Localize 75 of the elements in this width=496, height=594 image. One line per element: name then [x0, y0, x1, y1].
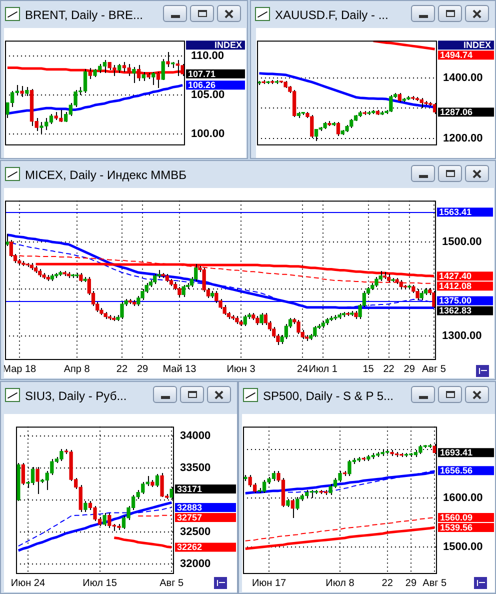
y-tick-label: 1200.00: [443, 132, 483, 144]
x-tick-label: Июл 8: [326, 578, 355, 589]
y-tick-label: 32000: [180, 558, 211, 570]
x-tick-label: 22: [383, 364, 395, 375]
candlestick: [88, 68, 92, 80]
candlestick: [152, 274, 157, 284]
x-tick-label: Июл 1: [308, 364, 338, 375]
text: 1693.41: [440, 448, 473, 458]
candlestick: [136, 64, 141, 82]
x-tick-label: 29: [405, 578, 417, 589]
text: 1362.83: [439, 306, 472, 316]
chart-title: SIU3, Daily - Руб...: [25, 389, 127, 403]
y-tick-label: 1400.00: [443, 72, 483, 84]
candlestick: [214, 290, 218, 304]
data-label: 1412.08: [439, 281, 472, 292]
x-tick-label: 24: [297, 364, 309, 375]
y-tick-label: 1500.00: [443, 540, 483, 553]
y-tick-label: 1600.00: [443, 492, 483, 504]
data-label: 32262: [177, 542, 202, 552]
candlestick: [378, 270, 382, 282]
x-tick-label: 22: [116, 364, 128, 375]
chart-title: BRENT, Daily - BRE...: [25, 8, 144, 22]
candlestick: [161, 58, 165, 80]
x-tick-label: 29: [136, 364, 149, 375]
text: INDEX: [214, 40, 242, 50]
y-tick-label: 105.00: [191, 88, 225, 101]
x-tick-label: Июл 15: [82, 578, 118, 589]
data-label: 1494.74: [440, 50, 473, 60]
candlestick: [260, 312, 264, 326]
data-label: 1539.56: [440, 522, 473, 533]
x-tick-label: Июн 17: [252, 578, 287, 589]
x-tick-label: Апр 8: [64, 364, 90, 375]
text: 107.71: [188, 68, 216, 79]
x-tick-label: Июн 3: [226, 364, 256, 375]
x-tick-label: Авг 5: [160, 578, 184, 589]
candlestick: [374, 276, 378, 288]
candlestick: [155, 474, 160, 488]
data-label: 1427.40: [439, 271, 472, 282]
ref-line-label: 1563.41: [439, 207, 472, 218]
y-tick-label: 100.00: [191, 128, 225, 140]
candlestick: [336, 122, 340, 136]
y-tick-label: 34000: [180, 430, 211, 442]
x-tick-label: 29: [404, 364, 416, 375]
chart-title: SP500, Daily - S & P 5...: [263, 389, 394, 403]
candlestick: [264, 312, 268, 326]
data-label: 32757: [177, 512, 202, 522]
x-tick-label: Июн 24: [10, 578, 46, 589]
candlestick: [176, 60, 180, 76]
y-tick-label: 32500: [180, 526, 211, 538]
candlestick: [84, 500, 88, 512]
chart-title: MICEX, Daily - Индекс ММВБ: [25, 168, 187, 182]
x-tick-label: Май 13: [162, 364, 197, 375]
y-tick-label: 1500.00: [442, 236, 482, 248]
y-tick-label: 33500: [180, 462, 211, 474]
data-label: 1656.56: [440, 466, 473, 476]
candlestick: [132, 66, 136, 84]
x-tick-label: 15: [362, 364, 374, 375]
data-label: 1560.09: [440, 512, 473, 523]
text: 1287.06: [440, 107, 473, 118]
text: 33171: [177, 484, 202, 494]
candlestick: [102, 512, 106, 526]
x-tick-label: Авг 5: [422, 364, 446, 375]
data-label: 106.26: [188, 80, 216, 90]
line-series: [244, 517, 436, 542]
x-tick-label: 22: [382, 578, 394, 589]
data-label: 32883: [177, 502, 202, 512]
candlestick: [152, 72, 156, 86]
candlestick: [156, 72, 160, 88]
y-tick-label: 1300.00: [442, 330, 482, 342]
text: INDEX: [463, 40, 491, 50]
ref-line-label: 1375.00: [439, 296, 472, 306]
chart-title: XAUUSD.F, Daily - ...: [275, 8, 388, 22]
x-tick-label: Авг 5: [422, 578, 448, 589]
y-tick-label: 110.00: [191, 50, 224, 62]
candlestick: [243, 314, 247, 326]
